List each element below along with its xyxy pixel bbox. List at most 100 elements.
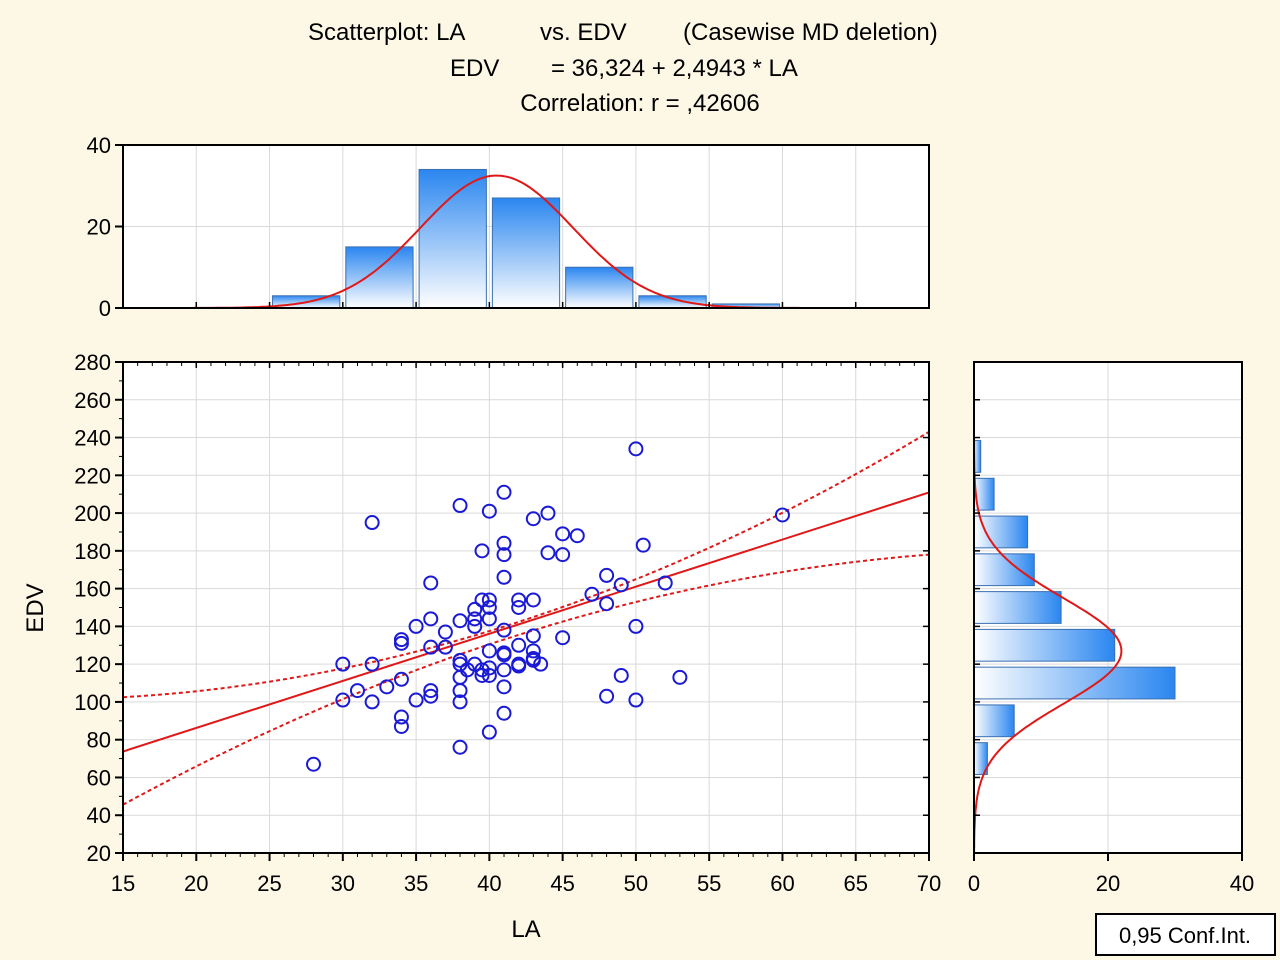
scatter-point [481, 724, 497, 740]
scatter-point [540, 505, 556, 521]
scatter-point [452, 683, 468, 699]
x-tick-label: 15 [111, 871, 135, 896]
top-y-tick-label: 40 [87, 133, 111, 158]
right-histogram-bar [974, 742, 988, 775]
scatter-point [364, 694, 380, 710]
y-tick-label: 40 [87, 803, 111, 828]
right-histogram-normal-curve [974, 418, 1123, 853]
scatter-point [525, 511, 541, 527]
y-tick-label: 60 [87, 765, 111, 790]
x-tick-label: 35 [404, 871, 428, 896]
scatter-grid [123, 362, 929, 853]
scatter-point [496, 662, 512, 678]
scatter-point [423, 639, 439, 655]
scatter-point [481, 643, 497, 659]
right-x-tick-label: 40 [1230, 871, 1254, 896]
top-histogram-bar [638, 295, 707, 308]
x-tick-label: 30 [331, 871, 355, 896]
scatter-point [481, 592, 497, 608]
scatter-point [349, 683, 365, 699]
scatter-point [599, 567, 615, 583]
scatter-point [335, 692, 351, 708]
x-axis-title: LA [511, 916, 540, 943]
scatter-point [379, 679, 395, 695]
y-tick-label: 180 [74, 539, 111, 564]
top-histogram-bars [272, 168, 780, 308]
scatter-point [467, 601, 483, 617]
scatter-point [474, 543, 490, 559]
right-histogram-bar [974, 553, 1035, 587]
scatter-point [335, 656, 351, 672]
scatter-point [306, 756, 322, 772]
scatter-point [635, 537, 651, 553]
scatter-point [481, 611, 497, 627]
x-tick-label: 60 [770, 871, 794, 896]
x-tick-label: 45 [550, 871, 574, 896]
scatter-point [613, 577, 629, 593]
scatter-point [393, 635, 409, 651]
right-histogram-bar [974, 628, 1116, 662]
scatter-point [481, 660, 497, 676]
y-tick-label: 100 [74, 690, 111, 715]
right-histogram: 0 20 40 [968, 361, 1254, 896]
title-line3: Correlation: r = ,42606 [520, 90, 759, 117]
scatter-point [496, 679, 512, 695]
scatter-point [393, 718, 409, 734]
title-line1-part2: vs. EDV [540, 19, 627, 46]
x-tick-label: 40 [477, 871, 501, 896]
title-line1-part3: (Casewise MD deletion) [683, 19, 938, 46]
scatter-point [599, 688, 615, 704]
chart-title: Scatterplot: LA vs. EDV (Casewise MD del… [308, 19, 938, 117]
right-histogram-grid [974, 362, 1242, 853]
scatter-point [628, 618, 644, 634]
scatter-point [569, 528, 585, 544]
scatter-point [481, 667, 497, 683]
y-tick-label: 20 [87, 841, 111, 866]
scatter-point [672, 669, 688, 685]
right-histogram-bar [974, 515, 1029, 549]
regression-lines [123, 431, 929, 806]
x-tick-label: 25 [257, 871, 281, 896]
conf-int-legend: 0,95 Conf.Int. [1095, 913, 1276, 956]
scatter-point [423, 575, 439, 591]
top-histogram-bar [418, 168, 487, 308]
scatter-point [774, 507, 790, 523]
y-tick-label: 80 [87, 728, 111, 753]
scatter-plot: 15 20 25 30 35 40 45 50 55 60 65 702040608010012014… [22, 350, 941, 943]
scatter-point [525, 628, 541, 644]
scatter-point [408, 692, 424, 708]
top-histogram-bar [491, 197, 561, 308]
right-histogram-ticks: 0 20 40 [968, 361, 1254, 896]
scatter-point [481, 503, 497, 519]
x-tick-label: 70 [917, 871, 941, 896]
scatter-point [496, 484, 512, 500]
top-histogram-normal-curve [181, 174, 827, 308]
scatter-point [496, 547, 512, 563]
scatter-point [496, 569, 512, 585]
y-axis-title: EDV [22, 583, 49, 632]
y-tick-label: 120 [74, 652, 111, 677]
title-line2-part2: = 36,324 + 2,4943 * LA [551, 55, 798, 82]
scatter-point [452, 694, 468, 710]
scatter-point [511, 637, 527, 653]
conf-int-legend-label: 0,95 Conf.Int. [1119, 923, 1251, 948]
scatter-point [584, 586, 600, 602]
scatter-point [393, 671, 409, 687]
scatter-point [555, 630, 571, 646]
regression-line [123, 491, 929, 753]
scatter-point [540, 545, 556, 561]
y-tick-label: 220 [74, 463, 111, 488]
scatter-point [511, 658, 527, 674]
right-x-tick-label: 20 [1096, 871, 1120, 896]
scatter-point [437, 639, 453, 655]
x-tick-label: 50 [624, 871, 648, 896]
scatter-point [452, 652, 468, 668]
right-histogram-bar [974, 591, 1062, 624]
top-histogram-ticks: 0 20 40 [87, 133, 930, 321]
scatter-point [452, 613, 468, 629]
scatter-point [408, 618, 424, 634]
scatter-point [511, 592, 527, 608]
scatter-point [525, 592, 541, 608]
right-histogram-bar [974, 477, 995, 511]
